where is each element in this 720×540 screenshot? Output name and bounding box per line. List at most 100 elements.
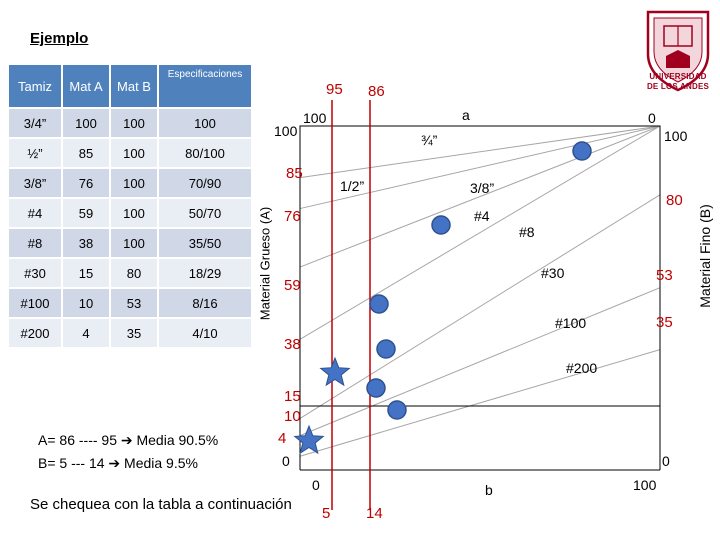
- cell-mat-a: 4: [62, 318, 110, 348]
- cell-mat-a: 85: [62, 138, 110, 168]
- sieve-line-7: [299, 349, 661, 457]
- cell-mat-b: 100: [110, 228, 158, 258]
- bottom-value-5: 5: [322, 505, 330, 522]
- cell-tamiz: #4: [8, 198, 62, 228]
- cell-spec: 70/90: [158, 168, 252, 198]
- sieve-lines: [299, 125, 661, 457]
- sieve-line-6: [299, 287, 661, 437]
- diagram-box: [299, 125, 661, 407]
- cell-mat-b: 100: [110, 138, 158, 168]
- logo-line-2: DE LOS ANDES: [646, 82, 710, 91]
- cell-spec: 18/29: [158, 258, 252, 288]
- spec-point-f: [387, 400, 407, 420]
- header-mat-a: Mat A: [62, 64, 110, 108]
- bottom-value-14: 14: [366, 505, 383, 522]
- cell-mat-a: 59: [62, 198, 110, 228]
- sieve-line-5: [299, 194, 661, 419]
- right-axis-title: Material Fino (B): [697, 204, 713, 308]
- cell-mat-b: 35: [110, 318, 158, 348]
- sieve-label-8: #8: [519, 224, 535, 240]
- cell-spec: 8/16: [158, 288, 252, 318]
- right-value-100: 100: [664, 128, 688, 144]
- left-value-0: 0: [282, 453, 290, 469]
- right-value-80: 80: [666, 192, 683, 209]
- sieve-label-3-8: 3/8”: [470, 180, 494, 196]
- note-b: B= 5 --- 14 ➔ Media 9.5%: [38, 455, 198, 471]
- gradation-table: Tamiz Mat A Mat B Especificaciones 3/4” 1…: [8, 64, 252, 348]
- cell-mat-b: 100: [110, 198, 158, 228]
- cell-mat-b: 80: [110, 258, 158, 288]
- cell-mat-b: 53: [110, 288, 158, 318]
- university-crest-icon: [646, 10, 710, 92]
- cell-mat-a: 100: [62, 108, 110, 138]
- top-value-95: 95: [326, 81, 343, 98]
- sieve-label-100: #100: [555, 315, 586, 331]
- sieve-line-2: [299, 125, 661, 210]
- top-value-100: 100: [303, 110, 327, 126]
- table-header-row: Tamiz Mat A Mat B Especificaciones: [8, 64, 252, 108]
- left-value-76: 76: [284, 208, 301, 225]
- star-marker-lower: [293, 424, 325, 455]
- right-value-53: 53: [656, 267, 673, 284]
- top-value-86: 86: [368, 83, 385, 100]
- sieve-line-4: [299, 125, 661, 340]
- left-axis-title: Material Grueso (A): [257, 206, 273, 321]
- bottom-label-100: 100: [633, 477, 657, 493]
- right-value-0: 0: [662, 453, 670, 469]
- table-row: 3/4” 100 100 100: [8, 108, 252, 138]
- cell-tamiz: 3/4”: [8, 108, 62, 138]
- header-spec: Especificaciones: [158, 64, 252, 108]
- table-row: #8 38 100 35/50: [8, 228, 252, 258]
- cell-tamiz: #8: [8, 228, 62, 258]
- sieve-label-3-4: ¾”: [421, 132, 438, 148]
- table-row: #4 59 100 50/70: [8, 198, 252, 228]
- left-value-85: 85: [286, 165, 303, 182]
- right-value-35: 35: [656, 314, 673, 331]
- table-row: 3/8” 76 100 70/90: [8, 168, 252, 198]
- cell-tamiz: #100: [8, 288, 62, 318]
- left-value-10: 10: [284, 408, 301, 425]
- header-tamiz: Tamiz: [8, 64, 62, 108]
- cell-tamiz: ½”: [8, 138, 62, 168]
- cell-tamiz: #200: [8, 318, 62, 348]
- top-label-zero: 0: [648, 110, 656, 126]
- bottom-label-b: b: [485, 482, 493, 498]
- table-row: #200 4 35 4/10: [8, 318, 252, 348]
- table-row: #30 15 80 18/29: [8, 258, 252, 288]
- cell-mat-a: 15: [62, 258, 110, 288]
- spec-point-c: [369, 294, 389, 314]
- cell-spec: 50/70: [158, 198, 252, 228]
- header-mat-b: Mat B: [110, 64, 158, 108]
- cell-spec: 80/100: [158, 138, 252, 168]
- cell-mat-a: 10: [62, 288, 110, 318]
- sieve-line-1: [299, 125, 661, 179]
- page-title: Ejemplo: [30, 30, 89, 47]
- logo-line-1: UNIVERSIDAD: [649, 72, 707, 81]
- sieve-label-200: #200: [566, 360, 597, 376]
- top-label-a: a: [462, 107, 470, 123]
- left-value-38: 38: [284, 336, 301, 353]
- bottom-label-zero: 0: [312, 477, 320, 493]
- left-value-59: 59: [284, 277, 301, 294]
- table-row: #100 10 53 8/16: [8, 288, 252, 318]
- spec-point-a: [572, 141, 592, 161]
- spec-point-b: [431, 215, 451, 235]
- cell-spec: 35/50: [158, 228, 252, 258]
- spec-point-d: [376, 339, 396, 359]
- sieve-label-1-2: 1/2”: [340, 178, 364, 194]
- cell-tamiz: #30: [8, 258, 62, 288]
- sieve-line-3: [299, 125, 661, 268]
- sieve-label-4: #4: [474, 208, 490, 224]
- left-value-100: 100: [274, 123, 298, 139]
- left-value-4: 4: [278, 430, 286, 447]
- cell-tamiz: 3/8”: [8, 168, 62, 198]
- cell-mat-b: 100: [110, 168, 158, 198]
- note-a: A= 86 ---- 95 ➔ Media 90.5%: [38, 432, 219, 448]
- footer-text: Se chequea con la tabla a continuación: [30, 496, 292, 513]
- sieve-label-30: #30: [541, 265, 565, 281]
- cell-mat-a: 76: [62, 168, 110, 198]
- left-value-15: 15: [284, 388, 301, 405]
- cell-spec: 100: [158, 108, 252, 138]
- star-marker-upper: [319, 356, 351, 387]
